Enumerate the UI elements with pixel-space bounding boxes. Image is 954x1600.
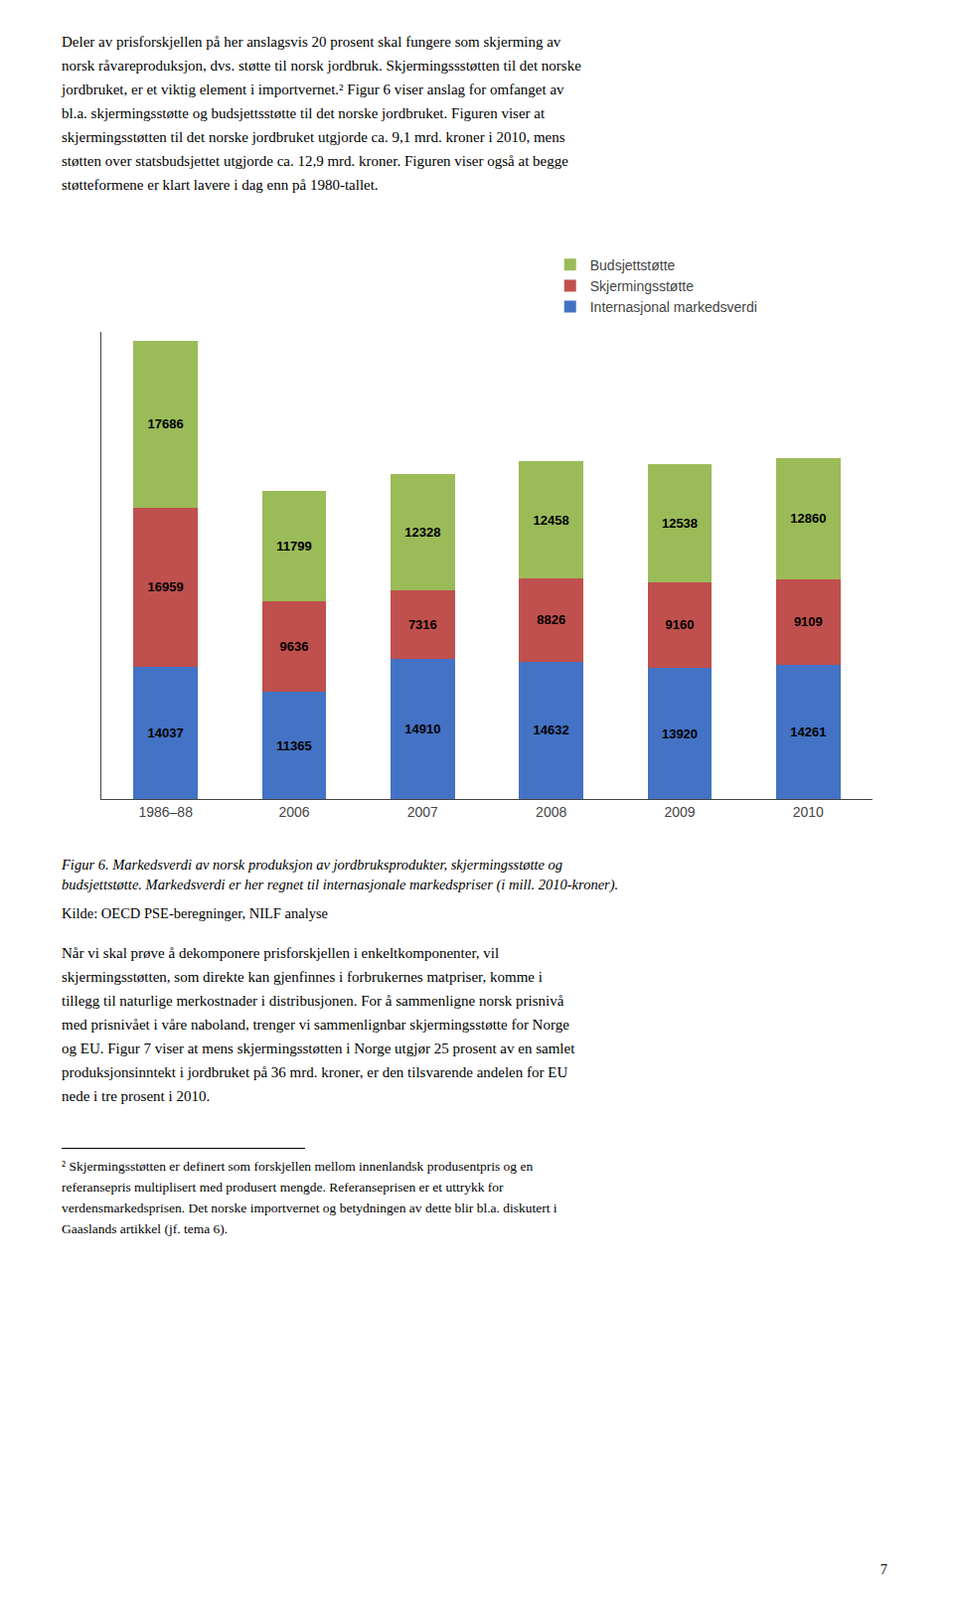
svg-text:9160: 9160 [665, 617, 695, 633]
svg-text:12538: 12538 [661, 515, 698, 531]
svg-text:16959: 16959 [148, 579, 184, 595]
svg-text:17686: 17686 [148, 416, 184, 432]
svg-text:8826: 8826 [536, 612, 566, 628]
html-text:Kilde: OECD PSE-beregninger, N: Kilde: OECD PSE-beregninger, NILF analys… [61, 904, 328, 921]
svg-text:9109: 9109 [794, 614, 823, 630]
html-text:7: 7 [880, 1561, 888, 1578]
svg-text:Internasjonal markedsverdi: Internasjonal markedsverdi [590, 299, 758, 316]
svg-text:1986–88: 1986–88 [138, 803, 193, 820]
svg-text:11799: 11799 [276, 538, 312, 554]
html-text:² Skjermingsstøtten er definer: ² Skjermingsstøtten er definert som fors… [61, 1158, 558, 1236]
svg-text:12328: 12328 [404, 524, 441, 540]
svg-text:Skjermingsstøtte: Skjermingsstøtte [590, 278, 694, 295]
html-text:Når vi skal prøve å dekomponer: Når vi skal prøve å dekomponere prisfors… [61, 944, 575, 1104]
svg-text:12860: 12860 [790, 510, 826, 526]
svg-text:13920: 13920 [661, 726, 698, 742]
svg-text:2006: 2006 [278, 803, 310, 820]
html-text:Deler av prisforskjellen på he: Deler av prisforskjellen på her anslagsv… [61, 33, 582, 193]
svg-text:12458: 12458 [533, 512, 570, 528]
svg-text:14910: 14910 [404, 721, 441, 737]
svg-text:14632: 14632 [533, 722, 570, 738]
svg-text:7316: 7316 [408, 617, 438, 633]
svg-text:14037: 14037 [148, 725, 184, 741]
svg-text:2009: 2009 [663, 803, 695, 820]
svg-text:9636: 9636 [280, 638, 310, 654]
html-text:Figur 6. Markedsverdi av norsk: Figur 6. Markedsverdi av norsk produksjo… [61, 856, 619, 893]
svg-text:2010: 2010 [793, 803, 824, 820]
svg-text:2007: 2007 [407, 803, 439, 820]
svg-text:Budsjettstøtte: Budsjettstøtte [590, 257, 676, 274]
svg-text:2008: 2008 [535, 803, 567, 820]
svg-text:14261: 14261 [790, 724, 826, 740]
svg-text:11365: 11365 [276, 738, 312, 754]
